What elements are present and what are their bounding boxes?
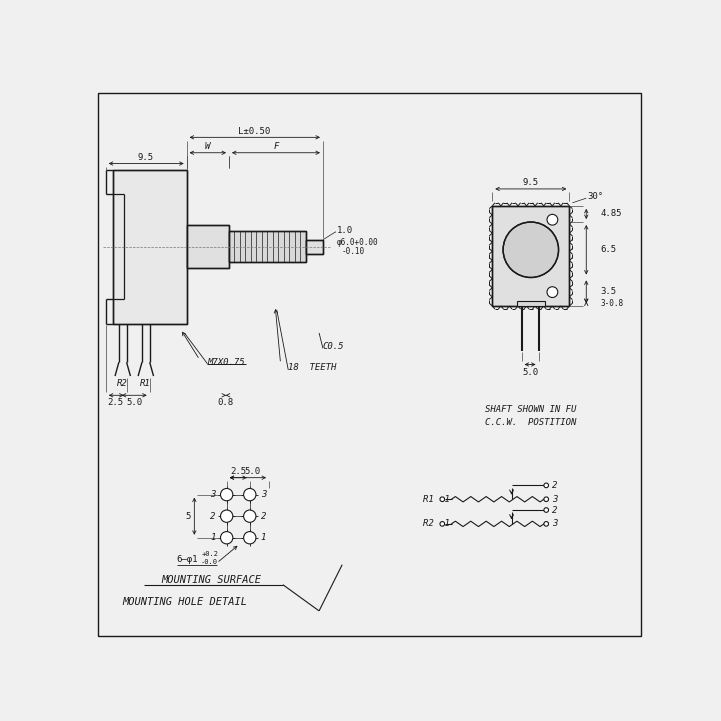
Text: 1: 1 <box>210 534 216 542</box>
Text: 30°: 30° <box>588 192 604 201</box>
Circle shape <box>544 521 549 526</box>
Text: 1: 1 <box>261 534 266 542</box>
Circle shape <box>244 488 256 501</box>
Text: R1: R1 <box>141 379 151 388</box>
Circle shape <box>440 521 445 526</box>
Text: 3: 3 <box>552 495 558 504</box>
Text: -0.0: -0.0 <box>201 559 218 565</box>
Text: 6—φ1: 6—φ1 <box>177 554 198 564</box>
Bar <box>113 169 187 324</box>
Text: M7X0.75: M7X0.75 <box>208 358 245 367</box>
Text: 2.5: 2.5 <box>107 399 124 407</box>
Text: 3-0.8: 3-0.8 <box>600 299 623 308</box>
Circle shape <box>503 222 559 278</box>
Text: 5.0: 5.0 <box>244 467 260 476</box>
Bar <box>517 301 544 306</box>
Text: C0.5: C0.5 <box>323 342 345 351</box>
Text: 1.0: 1.0 <box>337 226 353 235</box>
Text: L±0.50: L±0.50 <box>238 127 270 136</box>
Bar <box>306 240 323 254</box>
Text: 3: 3 <box>261 490 266 499</box>
Circle shape <box>221 531 233 544</box>
Text: MOUNTING HOLE DETAIL: MOUNTING HOLE DETAIL <box>122 597 247 606</box>
Circle shape <box>221 488 233 501</box>
Bar <box>492 206 570 306</box>
Text: R2  1: R2 1 <box>423 519 450 528</box>
Text: 6.5: 6.5 <box>600 245 616 255</box>
Circle shape <box>440 497 445 502</box>
Text: 5.0: 5.0 <box>522 368 538 376</box>
Text: 9.5: 9.5 <box>523 178 539 187</box>
Text: 18  TEETH: 18 TEETH <box>288 363 337 372</box>
Text: 2: 2 <box>210 512 216 521</box>
Bar <box>229 231 306 262</box>
Text: R2: R2 <box>118 379 128 388</box>
Bar <box>187 225 229 268</box>
Text: F: F <box>273 142 278 151</box>
Text: R1  1: R1 1 <box>423 495 450 504</box>
Bar <box>306 240 323 254</box>
Circle shape <box>547 214 558 225</box>
Text: 0.8: 0.8 <box>218 399 234 407</box>
Circle shape <box>221 510 233 522</box>
Text: 5: 5 <box>185 512 191 521</box>
Text: 2: 2 <box>552 481 558 490</box>
Circle shape <box>244 510 256 522</box>
Text: 2: 2 <box>552 505 558 515</box>
Circle shape <box>544 483 549 487</box>
Text: C.C.W.  POSTITION: C.C.W. POSTITION <box>485 417 577 427</box>
Bar <box>113 169 187 324</box>
Bar <box>492 206 570 306</box>
Text: SHAFT SHOWN IN FU: SHAFT SHOWN IN FU <box>485 405 577 415</box>
Text: W: W <box>205 142 210 151</box>
Text: φ6.0+0.00: φ6.0+0.00 <box>337 237 379 247</box>
Circle shape <box>544 508 549 513</box>
Circle shape <box>544 497 549 502</box>
Text: 4.85: 4.85 <box>600 209 622 218</box>
Circle shape <box>547 287 558 298</box>
Text: 3: 3 <box>552 519 558 528</box>
Text: 3: 3 <box>210 490 216 499</box>
Circle shape <box>244 531 256 544</box>
Text: +0.2: +0.2 <box>201 551 218 557</box>
Text: 2.5: 2.5 <box>230 467 247 476</box>
Text: 5.0: 5.0 <box>126 399 142 407</box>
Text: 9.5: 9.5 <box>138 153 154 162</box>
Text: MOUNTING SURFACE: MOUNTING SURFACE <box>162 575 261 585</box>
Bar <box>229 231 306 262</box>
Bar <box>187 225 229 268</box>
Text: 2: 2 <box>261 512 266 521</box>
Text: 3.5: 3.5 <box>600 287 616 296</box>
Text: -0.10: -0.10 <box>342 247 365 256</box>
